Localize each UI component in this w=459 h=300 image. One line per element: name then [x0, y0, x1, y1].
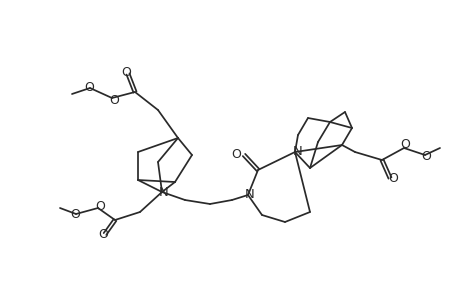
Text: O: O — [109, 94, 119, 106]
Text: N: N — [245, 188, 254, 200]
Text: O: O — [70, 208, 80, 221]
Text: O: O — [387, 172, 397, 185]
Text: O: O — [95, 200, 105, 214]
Text: O: O — [98, 229, 108, 242]
Text: O: O — [84, 80, 94, 94]
Text: O: O — [230, 148, 241, 160]
Text: N: N — [159, 187, 168, 200]
Text: N: N — [292, 145, 302, 158]
Text: O: O — [420, 149, 430, 163]
Text: O: O — [399, 137, 409, 151]
Text: O: O — [121, 65, 131, 79]
